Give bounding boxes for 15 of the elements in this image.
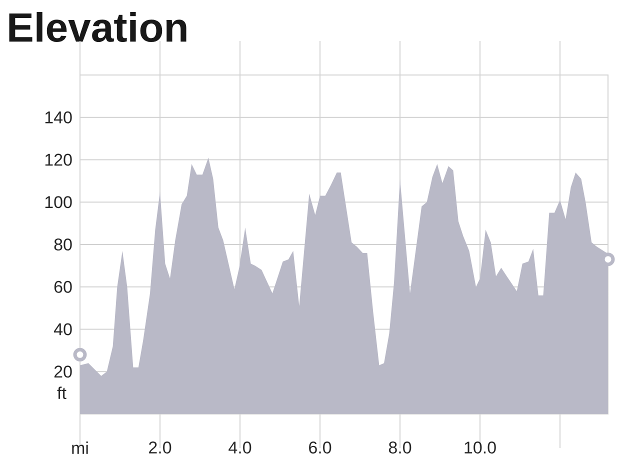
y-tick-label: 20 — [54, 366, 72, 378]
y-tick-label: 60 — [54, 280, 72, 293]
y-tick-label: 80 — [54, 238, 72, 251]
y-tick-label: 120 — [45, 154, 72, 166]
x-tick-label: 10.0 — [464, 442, 496, 454]
x-tick-label: 8.0 — [388, 442, 412, 454]
y-axis-title: ft — [57, 386, 66, 400]
chart-title: Elevation — [9, 12, 186, 42]
y-tick-label: 100 — [45, 196, 72, 208]
y-tick-label: 140 — [45, 111, 72, 124]
x-tick-label: 6.0 — [309, 442, 332, 454]
x-tick-label: mi — [72, 442, 88, 454]
x-tick-label: 2.0 — [149, 442, 172, 454]
x-tick-label: 4.0 — [228, 442, 252, 454]
y-tick-label: 40 — [54, 323, 72, 336]
